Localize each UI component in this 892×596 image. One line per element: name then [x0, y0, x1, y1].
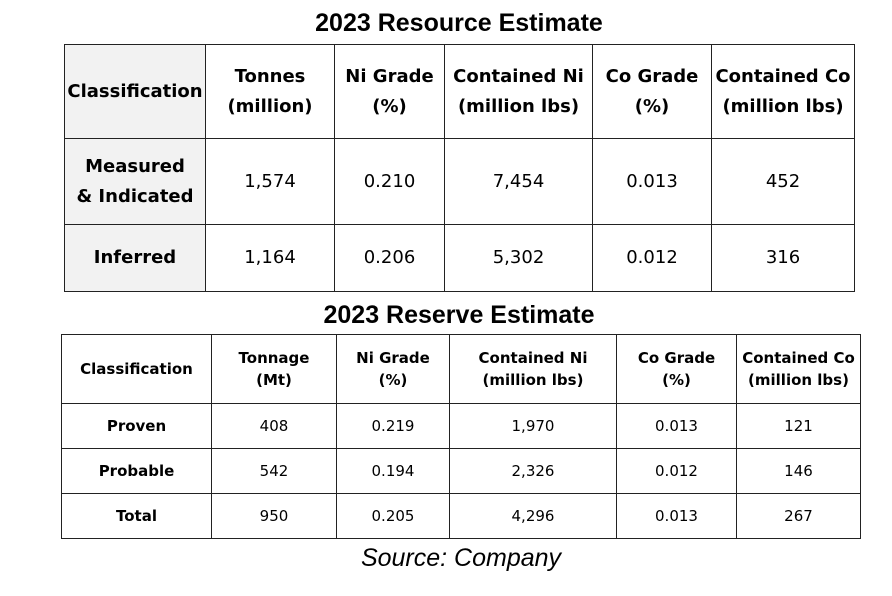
table-cell: 2,326: [449, 448, 617, 494]
table-cell: 0.012: [592, 224, 712, 292]
table-cell: 0.194: [336, 448, 450, 494]
header-co-grade: Co Grade (%): [592, 44, 712, 139]
row-classification: Measured & Indicated: [64, 138, 206, 225]
table-header-row: Classification Tonnage (Mt) Ni Grade (%)…: [61, 334, 861, 404]
row-classification: Probable: [61, 448, 212, 494]
resource-estimate-title: 2023 Resource Estimate: [315, 9, 603, 37]
table-cell: 0.013: [616, 403, 737, 449]
header-line: Contained Ni: [478, 349, 588, 367]
reserve-estimate-table: Classification Tonnage (Mt) Ni Grade (%)…: [61, 334, 861, 539]
table-cell: 408: [211, 403, 337, 449]
table-cell: 950: [211, 493, 337, 539]
table-cell: 1,164: [205, 224, 335, 292]
header-line: Classification: [80, 360, 193, 378]
header-tonnes: Tonnes (million): [205, 44, 335, 139]
header-line: Contained Co: [742, 349, 855, 367]
table-cell: 0.013: [616, 493, 737, 539]
table-cell: 1,574: [205, 138, 335, 225]
header-contained-co: Contained Co (million lbs): [736, 334, 861, 404]
table-row: Proven 408 0.219 1,970 0.013 121: [61, 403, 861, 449]
reserve-estimate-title: 2023 Reserve Estimate: [323, 301, 595, 329]
header-ni-grade: Ni Grade (%): [336, 334, 450, 404]
table-row: Inferred 1,164 0.206 5,302 0.012 316: [64, 224, 855, 292]
header-line: Ni Grade: [345, 65, 434, 87]
header-line: (%): [372, 95, 407, 117]
header-line: (million lbs): [457, 95, 580, 117]
header-contained-co: Contained Co (million lbs): [711, 44, 855, 139]
header-line: (million): [227, 95, 313, 117]
header-line: Contained Ni: [453, 65, 584, 87]
table-row: Measured & Indicated 1,574 0.210 7,454 0…: [64, 138, 855, 225]
header-line: (million lbs): [482, 371, 584, 389]
header-line: Tonnage: [238, 349, 310, 367]
header-line: Co Grade: [637, 349, 716, 367]
header-classification: Classification: [61, 334, 212, 404]
header-line: Tonnes: [234, 65, 306, 87]
header-line: (%): [378, 371, 408, 389]
table-cell: 0.205: [336, 493, 450, 539]
header-co-grade: Co Grade (%): [616, 334, 737, 404]
table-cell: 121: [736, 403, 861, 449]
header-line: (%): [634, 95, 670, 117]
header-contained-ni: Contained Ni (million lbs): [449, 334, 617, 404]
table-cell: 267: [736, 493, 861, 539]
header-line: (million lbs): [748, 371, 849, 389]
header-contained-ni: Contained Ni (million lbs): [444, 44, 593, 139]
table-cell: 0.206: [334, 224, 445, 292]
header-line: Contained Co: [715, 65, 851, 87]
classification-line: Measured: [85, 155, 185, 177]
table-cell: 542: [211, 448, 337, 494]
table-cell: 146: [736, 448, 861, 494]
table-cell: 5,302: [444, 224, 593, 292]
row-classification: Proven: [61, 403, 212, 449]
table-cell: 0.210: [334, 138, 445, 225]
table-cell: 316: [711, 224, 855, 292]
table-cell: 452: [711, 138, 855, 225]
header-line: Co Grade: [605, 65, 699, 87]
table-cell: 0.013: [592, 138, 712, 225]
table-cell: 1,970: [449, 403, 617, 449]
classification-line: & Indicated: [76, 185, 194, 207]
table-cell: 0.012: [616, 448, 737, 494]
header-tonnage: Tonnage (Mt): [211, 334, 337, 404]
header-line: (Mt): [256, 371, 292, 389]
row-classification: Total: [61, 493, 212, 539]
table-cell: 0.219: [336, 403, 450, 449]
header-ni-grade: Ni Grade (%): [334, 44, 445, 139]
resource-estimate-table: Classification Tonnes (million) Ni Grade…: [64, 44, 855, 292]
table-cell: 4,296: [449, 493, 617, 539]
table-header-row: Classification Tonnes (million) Ni Grade…: [64, 44, 855, 139]
header-line: (million lbs): [722, 95, 844, 117]
header-classification: Classification: [64, 44, 206, 139]
header-line: (%): [662, 371, 691, 389]
source-caption: Source: Company: [360, 544, 562, 572]
row-classification: Inferred: [64, 224, 206, 292]
table-row: Total 950 0.205 4,296 0.013 267: [61, 493, 861, 539]
table-cell: 7,454: [444, 138, 593, 225]
header-line: Ni Grade: [356, 349, 430, 367]
header-line: Classification: [67, 80, 203, 102]
table-row: Probable 542 0.194 2,326 0.012 146: [61, 448, 861, 494]
